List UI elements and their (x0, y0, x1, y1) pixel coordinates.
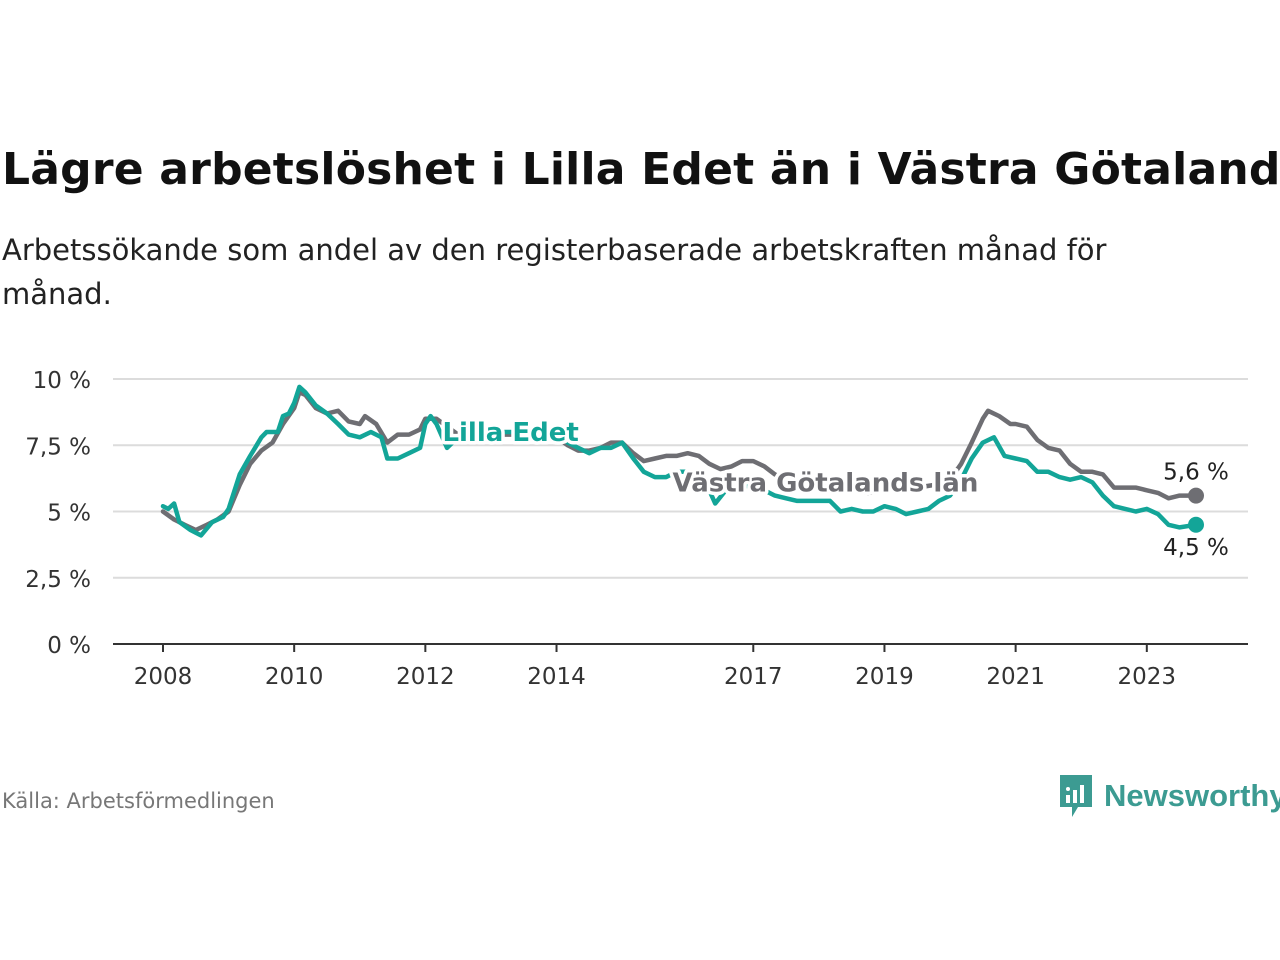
grid-lines (113, 378, 1248, 579)
axes: 0 % 2,5 % 5 % 7,5 % 10 % 2008 2010 2012 2014 2017… (25, 368, 1248, 690)
y-tick-label: 10 % (33, 368, 91, 394)
y-tick-label: 2,5 % (25, 567, 91, 593)
x-tick-label: 2023 (1118, 664, 1177, 690)
y-tick-label: 5 % (47, 501, 91, 527)
x-tick-label: 2021 (986, 664, 1045, 690)
x-tick-label: 2008 (134, 664, 193, 690)
x-tick-label: 2017 (724, 664, 783, 690)
x-tick-label: 2019 (855, 664, 914, 690)
y-tick-label: 0 % (47, 633, 91, 659)
series-end-dot (1188, 487, 1204, 504)
x-tick-label: 2010 (265, 664, 324, 690)
end-value-label: 4,5 % (1163, 535, 1229, 561)
x-tick-label: 2012 (396, 664, 455, 690)
series-line (160, 390, 1199, 533)
annotation-labels: Lilla Edet Västra Götalands län 5,6 % 4,5 % (439, 415, 1231, 564)
series-line (160, 384, 1199, 538)
x-tick-label: 2014 (527, 664, 586, 690)
series-label: Lilla Edet (442, 418, 578, 448)
brand-name: Newsworthy (1104, 778, 1280, 813)
chart-subtitle: Arbetssökande som andel av den registerb… (2, 233, 1107, 311)
brand-logo[interactable]: Newsworthy (1058, 772, 1280, 820)
series-label: Västra Götalands län (673, 468, 979, 498)
series-lines (160, 384, 1204, 538)
source-note: Källa: Arbetsförmedlingen (2, 789, 275, 813)
series-end-dot (1188, 516, 1204, 533)
y-tick-label: 7,5 % (25, 434, 91, 460)
newsworthy-logo-icon (1060, 775, 1092, 817)
chart-title: Lägre arbetslöshet i Lilla Edet än i Väs… (2, 144, 1280, 195)
end-value-label: 5,6 % (1163, 460, 1229, 486)
